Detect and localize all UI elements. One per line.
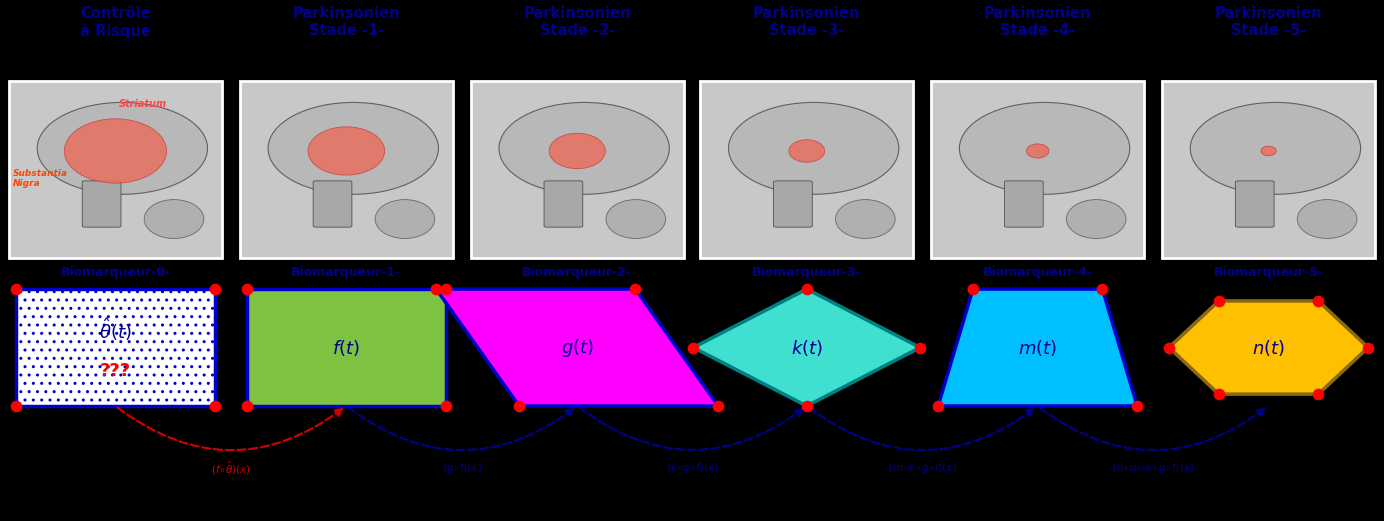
Ellipse shape — [606, 200, 666, 239]
FancyArrowPatch shape — [580, 407, 803, 450]
Bar — [8, 81, 221, 258]
Point — [682, 343, 704, 352]
Text: Biomarqueur-1-: Biomarqueur-1- — [292, 266, 401, 279]
Ellipse shape — [309, 127, 385, 175]
Ellipse shape — [728, 103, 898, 194]
FancyArrowPatch shape — [1039, 407, 1265, 450]
Point — [508, 402, 530, 410]
Text: $g(t)$: $g(t)$ — [561, 337, 594, 358]
Bar — [246, 289, 446, 406]
Text: $(n{\circ}m{\circ}k{\circ}g{\circ}f)(x)$: $(n{\circ}m{\circ}k{\circ}g{\circ}f)(x)$ — [1111, 461, 1194, 475]
Ellipse shape — [1190, 103, 1360, 194]
Point — [235, 402, 257, 410]
Text: $f(t)$: $f(t)$ — [332, 338, 360, 357]
Ellipse shape — [375, 200, 435, 239]
Ellipse shape — [1067, 200, 1127, 239]
Bar — [931, 81, 1145, 258]
Text: Striatum: Striatum — [119, 100, 167, 109]
Point — [796, 402, 818, 410]
Bar — [700, 81, 913, 258]
Text: $(m{\circ}k{\circ}g{\circ}f)(x)$: $(m{\circ}k{\circ}g{\circ}f)(x)$ — [887, 461, 956, 475]
Point — [203, 285, 226, 293]
Point — [909, 343, 931, 352]
Text: $\hat{\theta}(t)$: $\hat{\theta}(t)$ — [100, 316, 131, 343]
FancyBboxPatch shape — [313, 181, 352, 227]
Point — [235, 285, 257, 293]
Point — [1308, 390, 1330, 398]
Point — [927, 402, 949, 410]
Text: $(f{\circ}\hat{\theta})(x)$: $(f{\circ}\hat{\theta})(x)$ — [210, 460, 251, 477]
Ellipse shape — [549, 133, 605, 169]
FancyBboxPatch shape — [544, 181, 583, 227]
Text: $k(t)$: $k(t)$ — [790, 338, 822, 357]
Point — [4, 402, 26, 410]
Point — [796, 285, 818, 293]
Bar — [1163, 81, 1376, 258]
Point — [624, 285, 646, 293]
Text: Parkinsonien
Stade -5-: Parkinsonien Stade -5- — [1215, 6, 1322, 38]
Text: Biomarqueur-0-: Biomarqueur-0- — [61, 266, 170, 279]
Bar — [15, 289, 215, 406]
FancyBboxPatch shape — [82, 181, 120, 227]
Point — [962, 285, 984, 293]
Text: Biomarqueur-5-: Biomarqueur-5- — [1214, 266, 1323, 279]
Text: ???: ??? — [100, 362, 131, 380]
Point — [1127, 402, 1149, 410]
Ellipse shape — [1027, 144, 1049, 158]
Ellipse shape — [836, 200, 895, 239]
Ellipse shape — [1297, 200, 1356, 239]
Text: Substantia
Nigra: Substantia Nigra — [12, 169, 68, 188]
Polygon shape — [1169, 301, 1369, 394]
Polygon shape — [938, 289, 1138, 406]
Text: $(k{\circ}g{\circ}f)(x)$: $(k{\circ}g{\circ}f)(x)$ — [666, 461, 718, 475]
Point — [1092, 285, 1114, 293]
Point — [435, 402, 457, 410]
Text: Biomarqueur-2-: Biomarqueur-2- — [522, 266, 632, 279]
Ellipse shape — [64, 119, 166, 183]
Point — [4, 285, 26, 293]
Point — [1308, 297, 1330, 305]
Text: Biomarqueur-4-: Biomarqueur-4- — [983, 266, 1092, 279]
Ellipse shape — [500, 103, 670, 194]
FancyArrowPatch shape — [810, 407, 1034, 450]
Ellipse shape — [37, 103, 208, 194]
Point — [425, 285, 447, 293]
FancyArrowPatch shape — [118, 407, 342, 450]
Text: $(g{\circ}f)(x)$: $(g{\circ}f)(x)$ — [441, 461, 482, 475]
Point — [1208, 390, 1230, 398]
Point — [707, 402, 729, 410]
Text: $n(t)$: $n(t)$ — [1253, 338, 1284, 357]
FancyBboxPatch shape — [1005, 181, 1044, 227]
Ellipse shape — [144, 200, 203, 239]
Point — [203, 402, 226, 410]
Point — [1208, 297, 1230, 305]
Bar — [471, 81, 684, 258]
Text: Parkinsonien
Stade -1-: Parkinsonien Stade -1- — [292, 6, 400, 38]
Text: Biomarqueur-3-: Biomarqueur-3- — [752, 266, 862, 279]
Polygon shape — [693, 289, 920, 406]
FancyArrowPatch shape — [349, 407, 573, 450]
Ellipse shape — [268, 103, 439, 194]
Text: Parkinsonien
Stade -4-: Parkinsonien Stade -4- — [984, 6, 1092, 38]
Ellipse shape — [789, 140, 825, 162]
Text: $m(t)$: $m(t)$ — [1019, 338, 1057, 357]
Text: Contrôle
à Risque: Contrôle à Risque — [80, 6, 151, 40]
Text: Parkinsonien
Stade -3-: Parkinsonien Stade -3- — [753, 6, 861, 38]
Point — [1358, 343, 1380, 352]
FancyBboxPatch shape — [774, 181, 812, 227]
Text: Parkinsonien
Stade -2-: Parkinsonien Stade -2- — [523, 6, 631, 38]
Ellipse shape — [1261, 146, 1276, 156]
Ellipse shape — [959, 103, 1129, 194]
Bar — [239, 81, 453, 258]
Point — [435, 285, 457, 293]
Polygon shape — [436, 289, 718, 406]
Point — [1158, 343, 1181, 352]
FancyBboxPatch shape — [1236, 181, 1275, 227]
